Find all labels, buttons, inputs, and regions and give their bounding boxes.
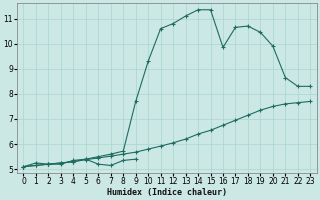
- X-axis label: Humidex (Indice chaleur): Humidex (Indice chaleur): [107, 188, 227, 197]
